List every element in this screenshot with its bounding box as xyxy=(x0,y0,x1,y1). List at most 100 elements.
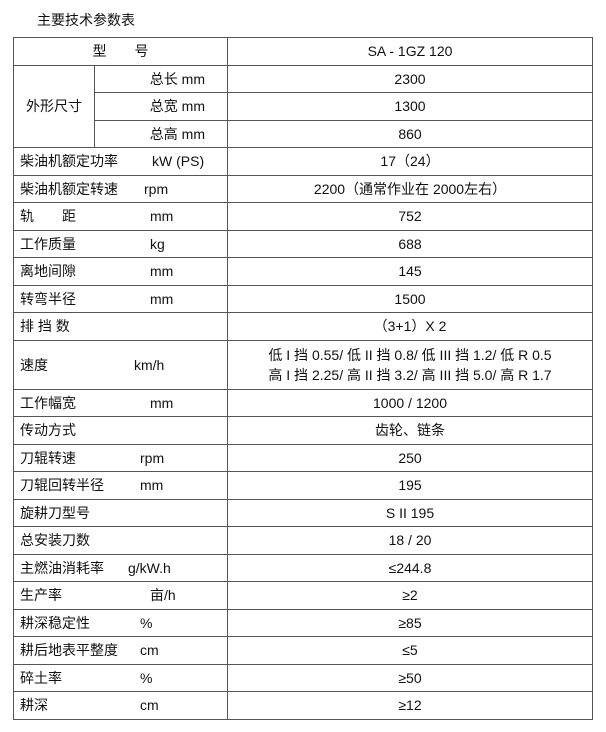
row-label-text: 耕深 xyxy=(20,697,48,714)
row-value: ≥50 xyxy=(227,663,593,692)
row-value-text: 17（24） xyxy=(380,153,440,170)
row-unit: rpm xyxy=(144,180,169,197)
row-value: 250 xyxy=(227,443,593,472)
row-value-text: ≤5 xyxy=(402,642,418,659)
row-unit: km/h xyxy=(134,356,165,373)
row-value-text: ≥12 xyxy=(398,697,422,714)
table-row: 柴油机额定功率 kW (PS) 17（24） xyxy=(13,147,593,176)
row-label-text: 刀辊回转半径 xyxy=(20,477,104,494)
row-value-text: ≥50 xyxy=(398,669,422,686)
row-value-text: ≤244.8 xyxy=(388,559,432,576)
model-value: SA - 1GZ 120 xyxy=(227,37,593,66)
table-row: 刀辊回转半径 mm 195 xyxy=(13,471,593,500)
table-row: 碎土率% ≥50 xyxy=(13,663,593,692)
row-unit: % xyxy=(140,669,153,686)
row-unit: kW (PS) xyxy=(152,153,205,170)
row-unit: kg xyxy=(150,235,165,252)
row-label-text: 生产率 xyxy=(20,587,62,604)
table-row: 总高 mm 860 xyxy=(14,119,593,148)
row-value: 2200（通常作业在 2000左右） xyxy=(227,174,593,203)
row-label-text: 柴油机额定功率 xyxy=(20,153,118,170)
row-label-text: 排 挡 数 xyxy=(20,318,70,335)
row-value: 145 xyxy=(227,257,593,286)
row-unit: cm xyxy=(140,697,159,714)
row-value-text: 688 xyxy=(398,235,422,252)
row-value: 752 xyxy=(227,202,593,231)
row-value: 688 xyxy=(227,229,593,258)
row-unit: mm xyxy=(150,290,174,307)
row-label: 工作质量 kg xyxy=(13,229,228,258)
table-row: 总宽 mm 1300 xyxy=(14,92,593,121)
row-unit: mm xyxy=(140,477,164,494)
row-unit: cm xyxy=(140,642,159,659)
row-value: 低 I 挡 0.55/ 低 II 挡 0.8/ 低 III 挡 1.2/ 低 R… xyxy=(227,339,593,390)
row-label: 总安装刀数 xyxy=(13,526,228,555)
row-label-text: 速度 xyxy=(20,356,48,373)
row-label: 转弯半径 mm xyxy=(13,284,228,313)
row-value-text-2: 高 I 挡 2.25/ 高 II 挡 3.2/ 高 III 挡 5.0/ 高 R… xyxy=(268,366,552,383)
row-label-text: 工作质量 xyxy=(20,235,76,252)
row-value-text: 752 xyxy=(398,208,422,225)
row-value: ≤244.8 xyxy=(227,553,593,582)
row-label: 轨 距 mm xyxy=(13,202,228,231)
row-value: 齿轮、链条 xyxy=(227,416,593,445)
row-label-text: 耕深稳定性 xyxy=(20,614,90,631)
table-row: 刀辊转速 rpm 250 xyxy=(13,443,593,472)
row-unit: mm xyxy=(150,394,174,411)
row-label-text: 耕后地表平整度 xyxy=(20,642,118,659)
row-value: ≤5 xyxy=(227,636,593,665)
row-value-text: 齿轮、链条 xyxy=(375,422,445,439)
row-label: 柴油机额定转速 rpm xyxy=(13,174,228,203)
table-row: 离地间隙 mm 145 xyxy=(13,257,593,286)
row-label: 耕后地表平整度 cm xyxy=(13,636,228,665)
row-unit: rpm xyxy=(140,449,165,466)
row-label-text: 工作幅宽 xyxy=(20,394,76,411)
row-label: 碎土率% xyxy=(13,663,228,692)
row-label: 总高 mm xyxy=(94,119,228,148)
row-label-text: 离地间隙 xyxy=(20,263,76,280)
row-value-text: 250 xyxy=(398,449,422,466)
table-row: 工作质量 kg 688 xyxy=(13,229,593,258)
model-label: 型 号 xyxy=(13,37,228,66)
row-label: 排 挡 数 xyxy=(13,312,228,341)
row-value: （3+1）X 2 xyxy=(227,312,593,341)
row-label: 工作幅宽 mm xyxy=(13,388,228,417)
row-value: 195 xyxy=(227,471,593,500)
row-value-text: ≥85 xyxy=(398,614,422,631)
row-label-text: 刀辊转速 xyxy=(20,449,76,466)
row-value: S II 195 xyxy=(227,498,593,527)
row-label: 传动方式 xyxy=(13,416,228,445)
spec-table: 型 号 SA - 1GZ 120 外形尺寸 总长 mm 2300 总宽 mm 1… xyxy=(13,37,593,720)
row-label: 刀辊回转半径 mm xyxy=(13,471,228,500)
row-value: ≥2 xyxy=(227,581,593,610)
table-row: 生产率 亩/h ≥2 xyxy=(13,581,593,610)
row-label-text: 转弯半径 xyxy=(20,290,76,307)
row-unit: mm xyxy=(150,263,174,280)
table-title: 主要技术参数表 xyxy=(37,12,135,28)
row-value: 1300 xyxy=(227,92,593,121)
table-row: 主燃油消耗率 g/kW.h ≤244.8 xyxy=(13,553,593,582)
row-value-text: 低 I 挡 0.55/ 低 II 挡 0.8/ 低 III 挡 1.2/ 低 R… xyxy=(268,346,552,363)
row-label-text: 旋耕刀型号 xyxy=(20,504,90,521)
table-row: 排 挡 数 （3+1）X 2 xyxy=(13,312,593,341)
row-value-text: 1500 xyxy=(394,290,426,307)
table-row: 工作幅宽 mm 1000 / 1200 xyxy=(13,388,593,417)
table-row: 耕深稳定性% ≥85 xyxy=(13,608,593,637)
row-label-text: 总安装刀数 xyxy=(20,532,90,549)
row-label-text: 柴油机额定转速 xyxy=(20,180,118,197)
row-label: 速度 km/h xyxy=(13,339,228,390)
row-value: 1500 xyxy=(227,284,593,313)
row-label: 旋耕刀型号 xyxy=(13,498,228,527)
row-label: 耕深稳定性% xyxy=(13,608,228,637)
row-label: 主燃油消耗率 g/kW.h xyxy=(13,553,228,582)
row-value-text: 2200（通常作业在 2000左右） xyxy=(313,180,507,197)
row-label-text: 轨 距 xyxy=(20,208,76,225)
row-value: ≥12 xyxy=(227,691,593,720)
row-unit: g/kW.h xyxy=(128,559,171,576)
row-value: 2300 xyxy=(227,64,593,93)
table-row: 耕深 cm ≥12 xyxy=(13,691,593,720)
row-value-text: ≥2 xyxy=(402,587,418,604)
row-value-text: 1000 / 1200 xyxy=(373,394,447,411)
row-label-text: 碎土率 xyxy=(20,669,62,686)
table-row: 速度 km/h 低 I 挡 0.55/ 低 II 挡 0.8/ 低 III 挡 1.… xyxy=(13,339,593,390)
